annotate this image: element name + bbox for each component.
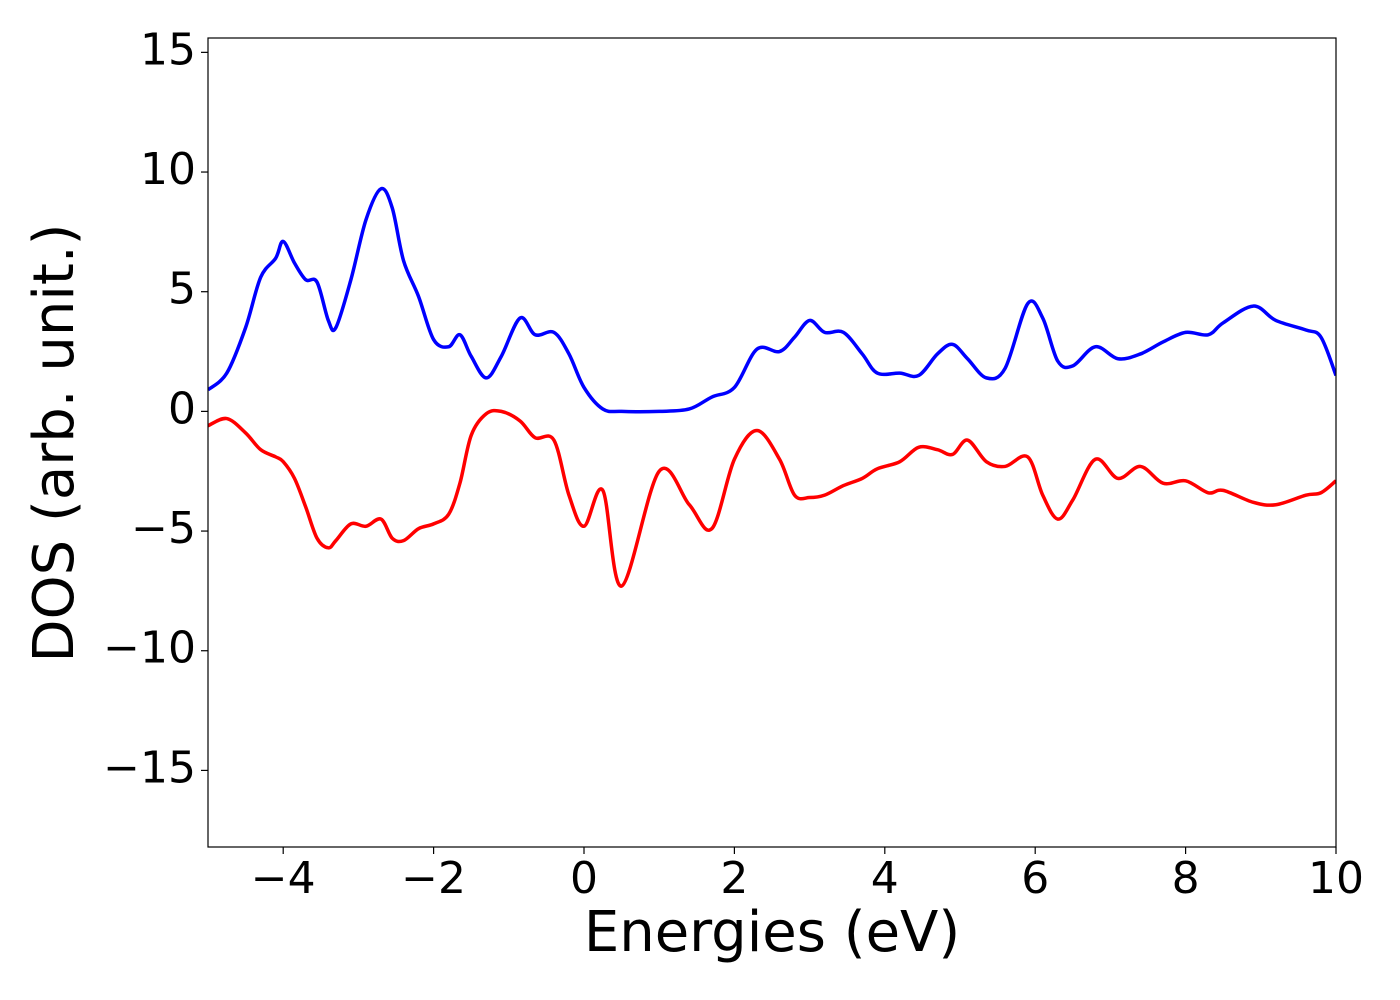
y-axis-label: DOS (arb. unit.) xyxy=(22,223,87,662)
x-tick-label: −2 xyxy=(401,853,466,904)
x-tick-label: 8 xyxy=(1172,853,1200,904)
x-tick-label: 10 xyxy=(1308,853,1364,904)
x-tick-label: 2 xyxy=(720,853,748,904)
y-tick-label: −5 xyxy=(131,503,196,554)
x-tick-label: 0 xyxy=(570,853,598,904)
plot-frame xyxy=(207,37,1337,848)
y-tick-label: 0 xyxy=(168,383,196,434)
x-axis-label: Energies (eV) xyxy=(584,900,960,965)
y-tick-label: −10 xyxy=(103,623,196,674)
plot-lines xyxy=(208,186,1336,588)
x-tick-label: −4 xyxy=(251,853,316,904)
data-line xyxy=(208,408,1336,588)
x-tick-label: 4 xyxy=(871,853,899,904)
x-tick-label: 6 xyxy=(1021,853,1049,904)
y-tick-label: −15 xyxy=(103,742,196,793)
data-line xyxy=(208,186,1336,414)
y-tick-label: 5 xyxy=(168,264,196,315)
y-tick-label: 10 xyxy=(140,144,196,195)
y-tick-label: 15 xyxy=(140,24,196,75)
